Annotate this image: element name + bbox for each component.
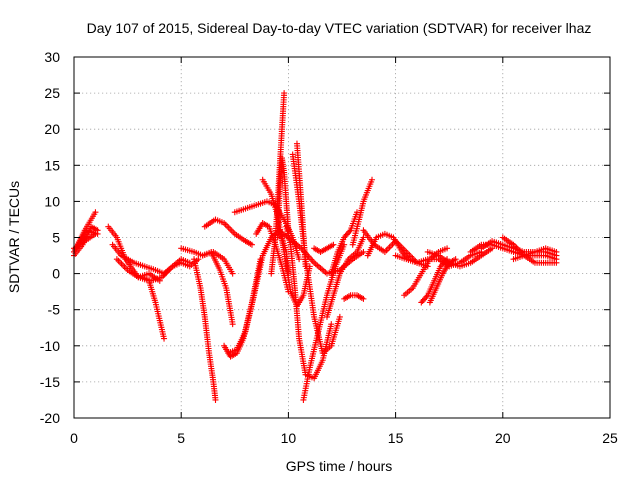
x-tick-label: 25 — [602, 430, 618, 446]
y-tick-label: -15 — [40, 374, 60, 390]
data-point — [248, 241, 255, 248]
data-point — [343, 231, 350, 238]
data-point — [418, 299, 425, 306]
x-tick-label: 15 — [388, 430, 404, 446]
data-point — [360, 234, 367, 241]
data-point — [401, 247, 408, 254]
series-sat-m — [201, 216, 255, 248]
data-point — [346, 228, 353, 235]
x-tick-label: 0 — [70, 430, 78, 446]
data-point — [419, 298, 426, 305]
x-tick-label: 5 — [177, 430, 185, 446]
data-point — [420, 296, 427, 303]
data-point — [388, 242, 395, 249]
y-tick-label: 5 — [52, 230, 60, 246]
y-tick-label: 20 — [44, 121, 60, 137]
data-point — [92, 209, 99, 216]
x-tick-label: 10 — [281, 430, 297, 446]
y-tick-label: 0 — [52, 266, 60, 282]
data-point — [360, 295, 367, 302]
marks — [71, 90, 560, 403]
data-point — [116, 259, 123, 266]
series-sat-e — [105, 223, 168, 342]
data-point — [296, 256, 303, 263]
data-point — [227, 226, 234, 233]
series-sat-d — [71, 230, 99, 252]
data-point — [281, 90, 288, 97]
series-sat-ak — [424, 245, 496, 270]
data-point — [328, 321, 335, 328]
data-point — [229, 270, 236, 277]
series-sat-i — [161, 256, 202, 277]
data-point — [336, 313, 343, 320]
data-point — [212, 396, 219, 403]
data-point — [118, 260, 125, 267]
tick-labels: 0 5 10 15 20 25 -20 -15 -10 -5 0 5 10 15 20 25 30 — [40, 49, 618, 446]
series-sat-o — [225, 227, 292, 357]
y-tick-label: 10 — [44, 193, 60, 209]
y-tick-label: -10 — [40, 338, 60, 354]
ticks — [73, 56, 611, 419]
data-point — [341, 234, 348, 241]
data-point — [113, 256, 120, 263]
data-point — [553, 248, 560, 255]
y-tick-label: -20 — [40, 410, 60, 426]
data-point — [92, 230, 99, 237]
data-point — [423, 293, 430, 300]
data-point — [330, 241, 337, 248]
data-point — [383, 247, 390, 254]
data-point — [422, 295, 429, 302]
series-sat-ab — [328, 209, 361, 277]
series-sat-aa — [323, 234, 367, 320]
series-sat-l — [199, 248, 236, 277]
chart-title: Day 107 of 2015, Sidereal Day-to-day VTE… — [87, 20, 592, 36]
data-point — [230, 229, 237, 236]
series-sat-ac — [341, 292, 367, 302]
series-sat-ao — [510, 245, 560, 263]
y-tick-label: 30 — [44, 49, 60, 65]
data-point — [115, 257, 122, 264]
data-point — [341, 241, 348, 248]
data-point — [302, 263, 309, 270]
data-point — [360, 248, 367, 255]
data-point — [161, 335, 168, 342]
x-tick-label: 20 — [495, 430, 511, 446]
y-axis-label: SDTVAR / TECUs — [6, 181, 22, 293]
y-tick-label: -5 — [48, 302, 61, 318]
series-sat-an — [499, 234, 560, 266]
x-axis-label: GPS time / hours — [286, 458, 393, 474]
y-tick-label: 15 — [44, 157, 60, 173]
y-tick-label: 25 — [44, 85, 60, 101]
data-point — [228, 227, 235, 234]
series-sat-ad — [349, 176, 376, 248]
data-point — [345, 230, 352, 237]
data-point — [342, 233, 349, 240]
data-point — [225, 224, 232, 231]
series-sat-x — [300, 241, 348, 403]
data-point — [224, 223, 231, 230]
series-sat-y — [311, 241, 337, 255]
data-point — [444, 245, 451, 252]
data-point — [437, 263, 444, 270]
data-point — [553, 259, 560, 266]
data-point — [369, 176, 376, 183]
data-point — [94, 227, 101, 234]
data-point — [229, 321, 236, 328]
data-point — [386, 244, 393, 251]
data-point — [452, 256, 459, 263]
series-sat-k — [191, 256, 219, 403]
